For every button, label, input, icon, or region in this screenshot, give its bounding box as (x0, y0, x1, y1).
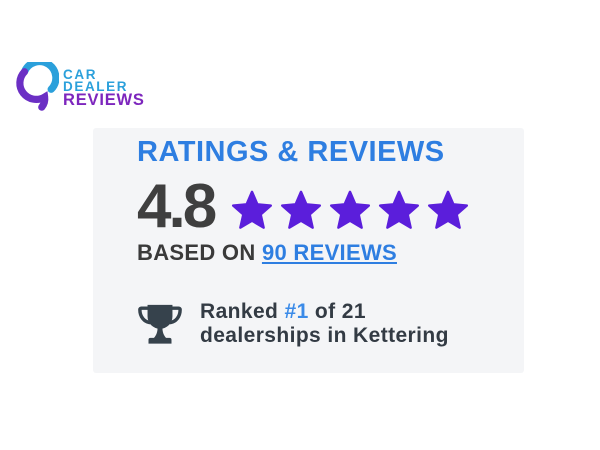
logo-line-reviews: REVIEWS (63, 91, 145, 109)
car-dealer-reviews-ring-icon (16, 62, 59, 111)
rating-row: 4.8 (137, 172, 494, 241)
based-on-label: BASED ON (137, 240, 262, 265)
trophy-icon (138, 304, 182, 344)
car-dealer-reviews-logo[interactable]: CAR DEALER REVIEWS (13, 62, 145, 114)
based-on-line: BASED ON 90 REVIEWS (137, 240, 494, 266)
star-icon (428, 190, 469, 229)
star-icon (281, 190, 322, 229)
star-icon (379, 190, 420, 229)
star-rating (231, 185, 469, 230)
card-title: RATINGS & REVIEWS (137, 136, 445, 168)
logo-wordmark: CAR DEALER REVIEWS (63, 67, 145, 109)
ranked-line-1: Ranked #1 of 21 (200, 300, 449, 324)
logo-line-dealer: DEALER (63, 79, 129, 94)
ranked-suffix: of 21 (308, 300, 366, 323)
star-icon (330, 190, 371, 229)
ranked-text: Ranked #1 of 21 dealerships in Kettering (200, 300, 449, 347)
reviews-count-link[interactable]: 90 REVIEWS (261, 240, 397, 265)
logo-line-car: CAR (63, 67, 98, 82)
ratings-reviews-card: RATINGS & REVIEWS 4.8 BASED ON 90 REVIEW… (93, 128, 524, 373)
rating-value: 4.8 (137, 172, 217, 241)
ranked-row: Ranked #1 of 21 dealerships in Kettering (137, 300, 494, 347)
star-icon (232, 190, 273, 229)
ranked-prefix: Ranked (200, 300, 285, 323)
ranked-line-2: dealerships in Kettering (200, 323, 449, 347)
rank-number: #1 (284, 300, 309, 323)
